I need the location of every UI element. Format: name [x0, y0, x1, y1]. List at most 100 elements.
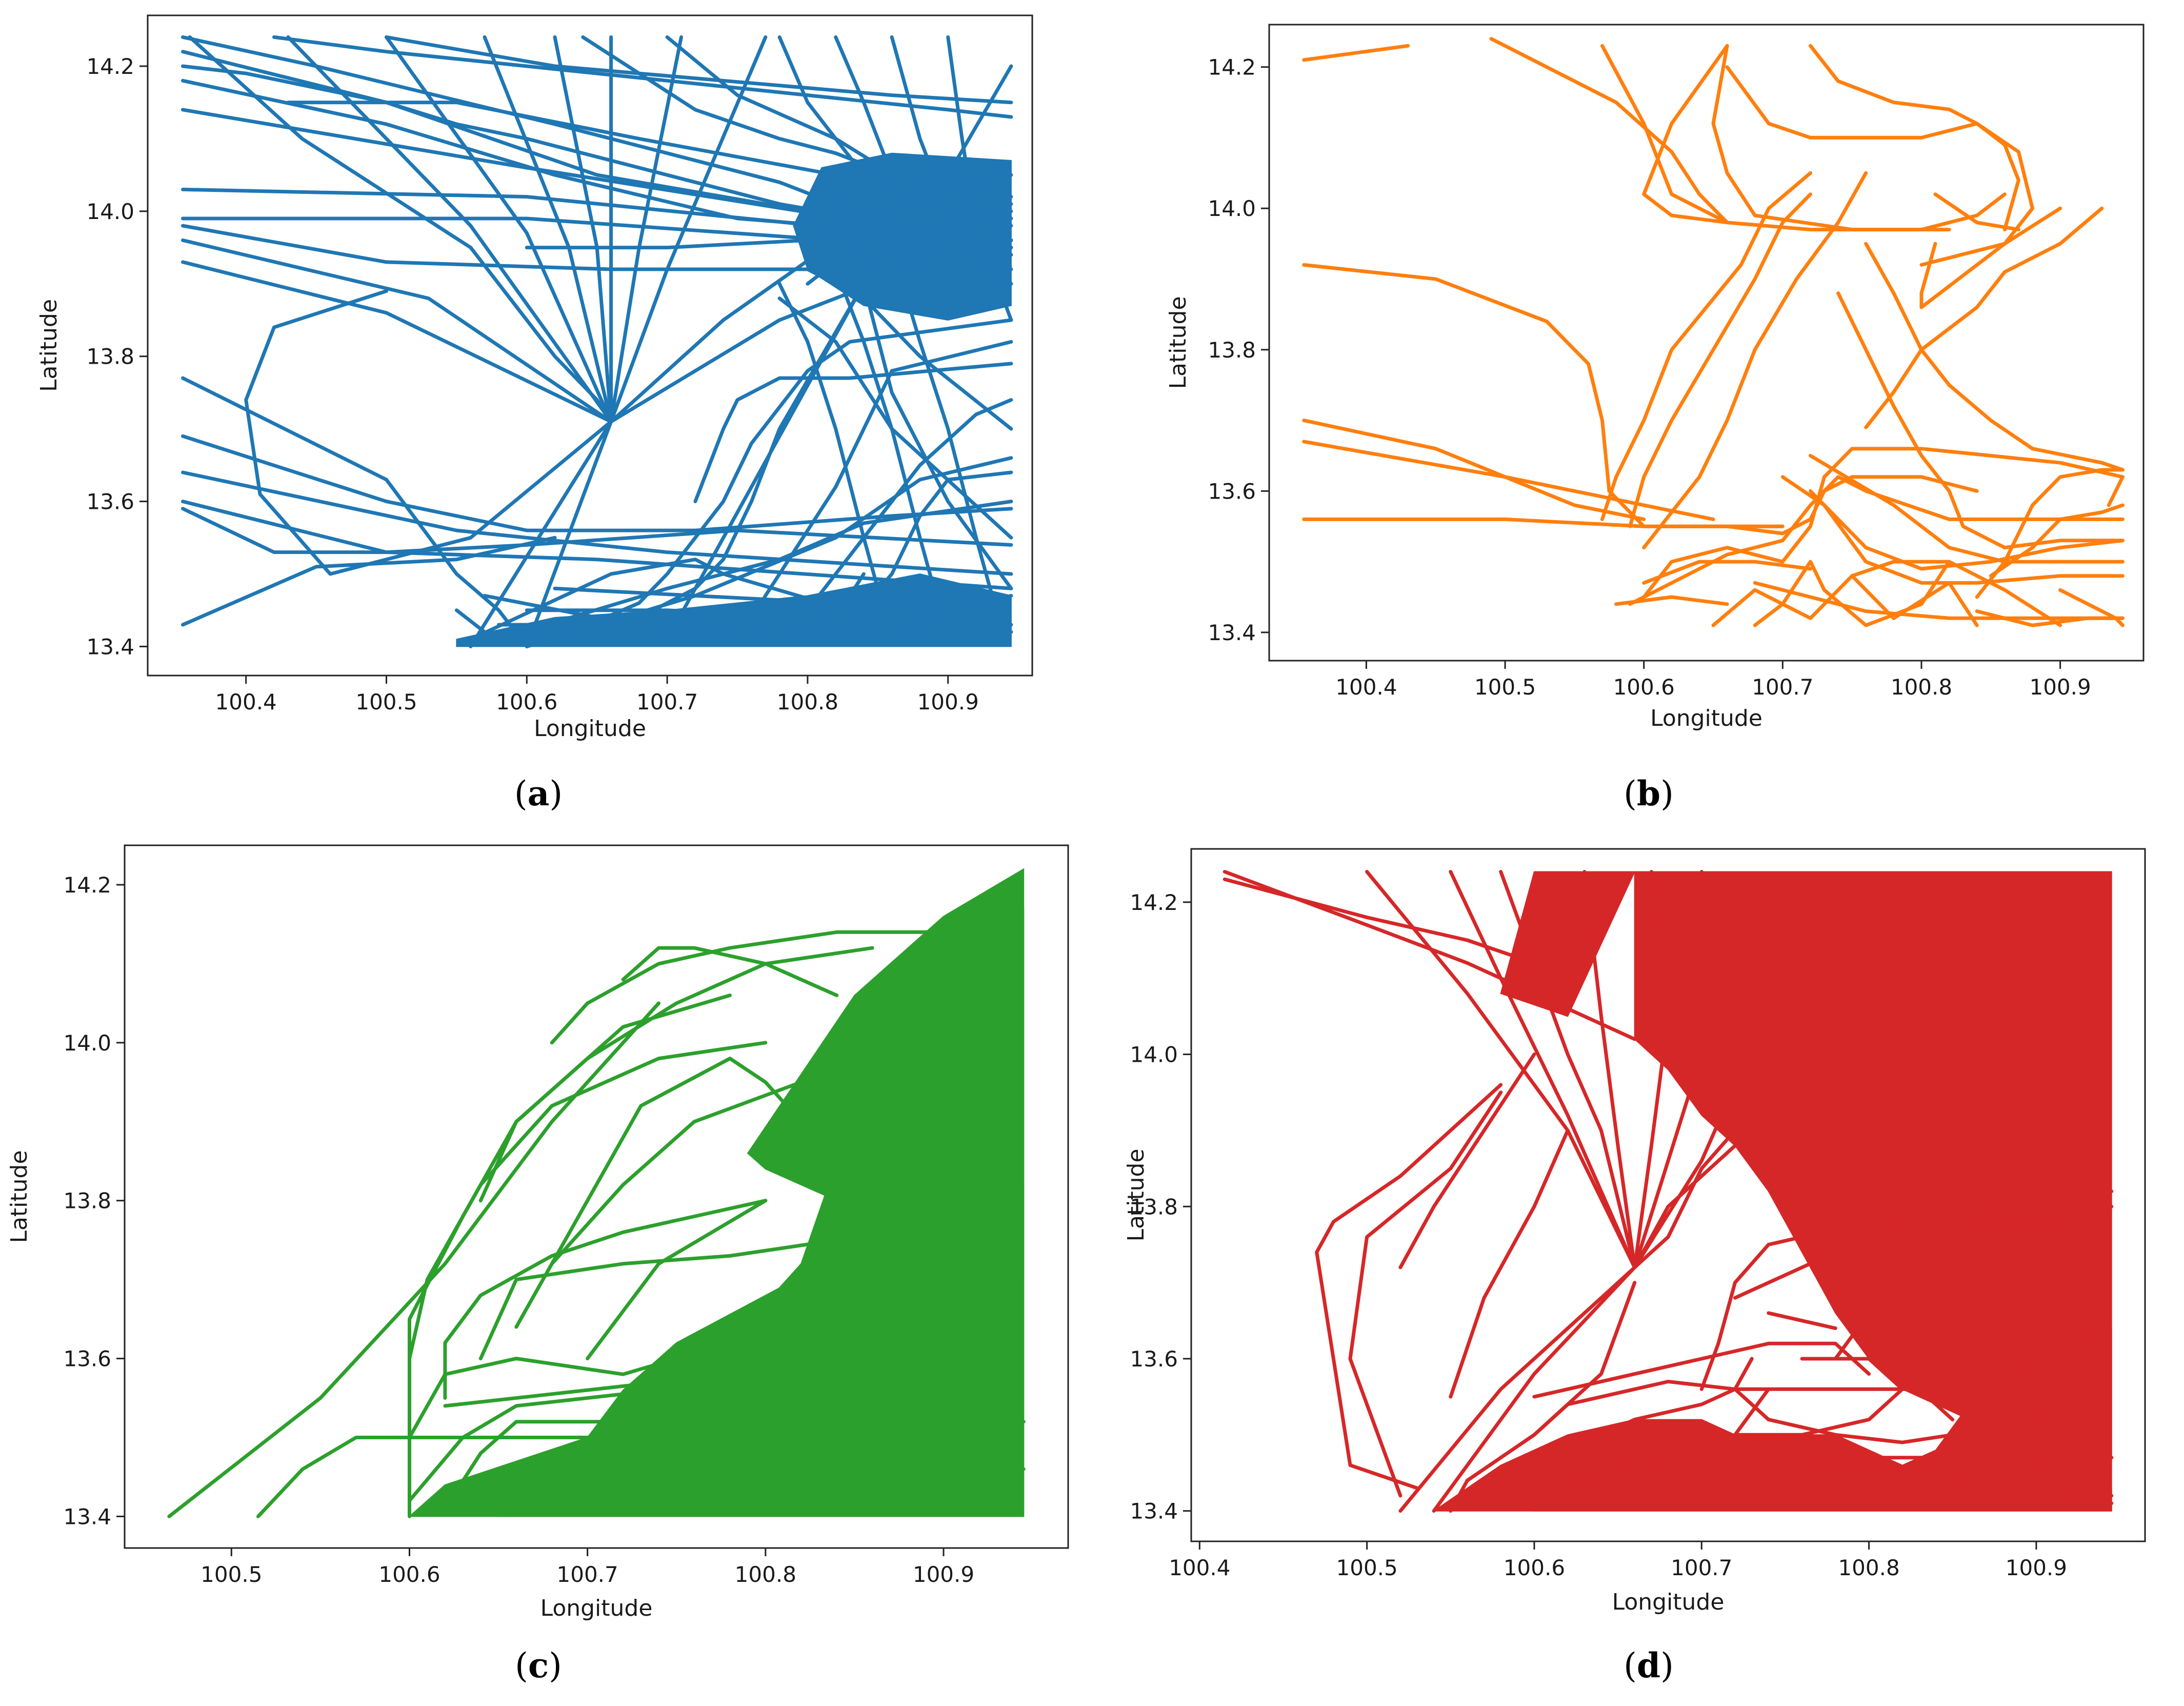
trajectory-line [1600, 171, 1812, 521]
trajectory-line [1642, 447, 2125, 599]
x-tick-label: 100.9 [2006, 1555, 2067, 1580]
trajectory-line [1628, 475, 2125, 606]
trajectory-line [553, 586, 978, 612]
trajectory-line [609, 253, 950, 424]
trajectory-line [188, 35, 613, 424]
x-axis-label: Longitude [1612, 1589, 1725, 1615]
trajectory-line [777, 282, 894, 641]
y-axis-label: Latitude [6, 1150, 32, 1243]
y-tick-label: 14.2 [63, 872, 111, 898]
trajectory-line [514, 1057, 910, 1329]
panel-caption-letter: a [528, 773, 550, 814]
panel-b: 100.4 100.5 100.6 100.7 100.8 100.9 13.4 13.6 13… [1165, 24, 2145, 814]
trajectory-line [890, 246, 1006, 641]
trajectory-line [1566, 1357, 1754, 1452]
trajectory-line [1633, 1083, 1737, 1269]
trajectory-line [385, 35, 1013, 105]
y-tick-label: 14.0 [1130, 1042, 1178, 1067]
trajectory-line [1223, 870, 1637, 1041]
trajectory-line [1917, 1418, 2114, 1475]
y-tick-label: 13.4 [86, 634, 134, 659]
trajectory-line [525, 216, 1013, 250]
trajectory-line [1864, 206, 2104, 429]
trajectory-line [1725, 65, 2034, 267]
trajectory-line [2068, 1486, 2114, 1505]
panel-c: 100.5 100.6 100.7 100.8 100.9 13.4 13.6 13.8 14.… [6, 844, 1069, 1685]
trajectory-line [181, 507, 1013, 554]
y-axis-label: Latitude [36, 299, 62, 392]
plot-area [167, 868, 1026, 1518]
trajectory-line [1614, 595, 1729, 606]
trajectory-line [181, 376, 529, 648]
trajectory-line [1449, 870, 1637, 1269]
y-tick-label: 13.8 [63, 1188, 111, 1214]
trajectory-line [1753, 560, 2062, 627]
trajectory-line [806, 64, 1013, 286]
trajectory-line [777, 296, 1013, 540]
trajectory-line [1864, 242, 2125, 472]
trajectory-line [550, 1057, 803, 1266]
dense-trajectory-region [747, 868, 1025, 1280]
panel-d: 100.4 100.5 100.6 100.7 100.8 100.9 13.4 13.6 13… [1123, 848, 2146, 1685]
dense-trajectory-region [1500, 871, 1636, 1017]
panel-caption: (a) [514, 773, 563, 814]
trajectory-line [181, 238, 613, 424]
trajectory-line [256, 1420, 768, 1518]
plot-frame [124, 844, 1069, 1549]
trajectory-line [1753, 581, 2125, 620]
trajectory-line [181, 535, 557, 627]
trajectory-line [1398, 1053, 1536, 1269]
x-axis-label: Longitude [534, 716, 646, 742]
y-tick-label: 13.6 [86, 489, 134, 514]
y-axis-label: Latitude [1123, 1148, 1149, 1241]
trajectory-line [525, 456, 1013, 648]
y-tick-label: 14.0 [63, 1030, 111, 1056]
trajectory-line [443, 1341, 1017, 1408]
trajectory-line [1489, 37, 1729, 225]
y-tick-label: 14.2 [86, 54, 134, 79]
plot-frame [1268, 24, 2145, 662]
trajectory-line [735, 340, 1013, 641]
trajectory-line [469, 558, 950, 641]
trajectory-line [1767, 1311, 1837, 1331]
trajectory-line [1733, 1357, 1905, 1437]
y-tick-label: 14.2 [1130, 890, 1178, 915]
y-tick-label: 13.8 [1130, 1194, 1178, 1219]
y-tick-label: 14.2 [1208, 55, 1256, 80]
trajectory-line [181, 50, 1013, 228]
trajectory-line [1711, 574, 1979, 627]
trajectory-line [1582, 1387, 1771, 1475]
trajectory-line [550, 930, 946, 1045]
x-tick-label: 100.8 [735, 1562, 796, 1587]
trajectory-line [1633, 1113, 1921, 1269]
trajectory-line [1919, 242, 1937, 309]
x-tick-label: 100.7 [636, 689, 698, 715]
trajectory-line [1628, 192, 1812, 528]
panel-caption-letter: c [528, 1645, 549, 1685]
x-tick-label: 100.9 [2029, 675, 2091, 700]
trajectory-line [2107, 475, 2125, 507]
trajectory-line [167, 1001, 660, 1518]
panel-caption-letter: b [1637, 773, 1660, 814]
y-tick-label: 13.4 [1208, 620, 1256, 645]
x-tick-label: 100.8 [1838, 1555, 1899, 1580]
trajectory-line [478, 1467, 1026, 1503]
y-tick-label: 13.8 [86, 344, 134, 369]
trajectory-line [2002, 539, 2125, 550]
trajectory-line [1933, 192, 2020, 232]
trajectory-line [181, 64, 1013, 242]
y-tick-label: 14.0 [86, 199, 134, 224]
plot-area [1223, 870, 2114, 1513]
trajectory-line [272, 35, 1013, 119]
y-tick-label: 13.6 [1130, 1346, 1178, 1372]
trajectory-line [834, 267, 950, 641]
trajectory-line [2058, 588, 2125, 627]
panel-caption-letter: d [1637, 1645, 1660, 1685]
y-tick-label: 13.8 [1208, 338, 1256, 363]
trajectory-line [806, 267, 1013, 431]
x-tick-label: 100.4 [1335, 675, 1397, 700]
trajectory-line [1989, 503, 2125, 578]
x-tick-label: 100.6 [496, 689, 557, 715]
trajectory-line [777, 398, 1013, 641]
